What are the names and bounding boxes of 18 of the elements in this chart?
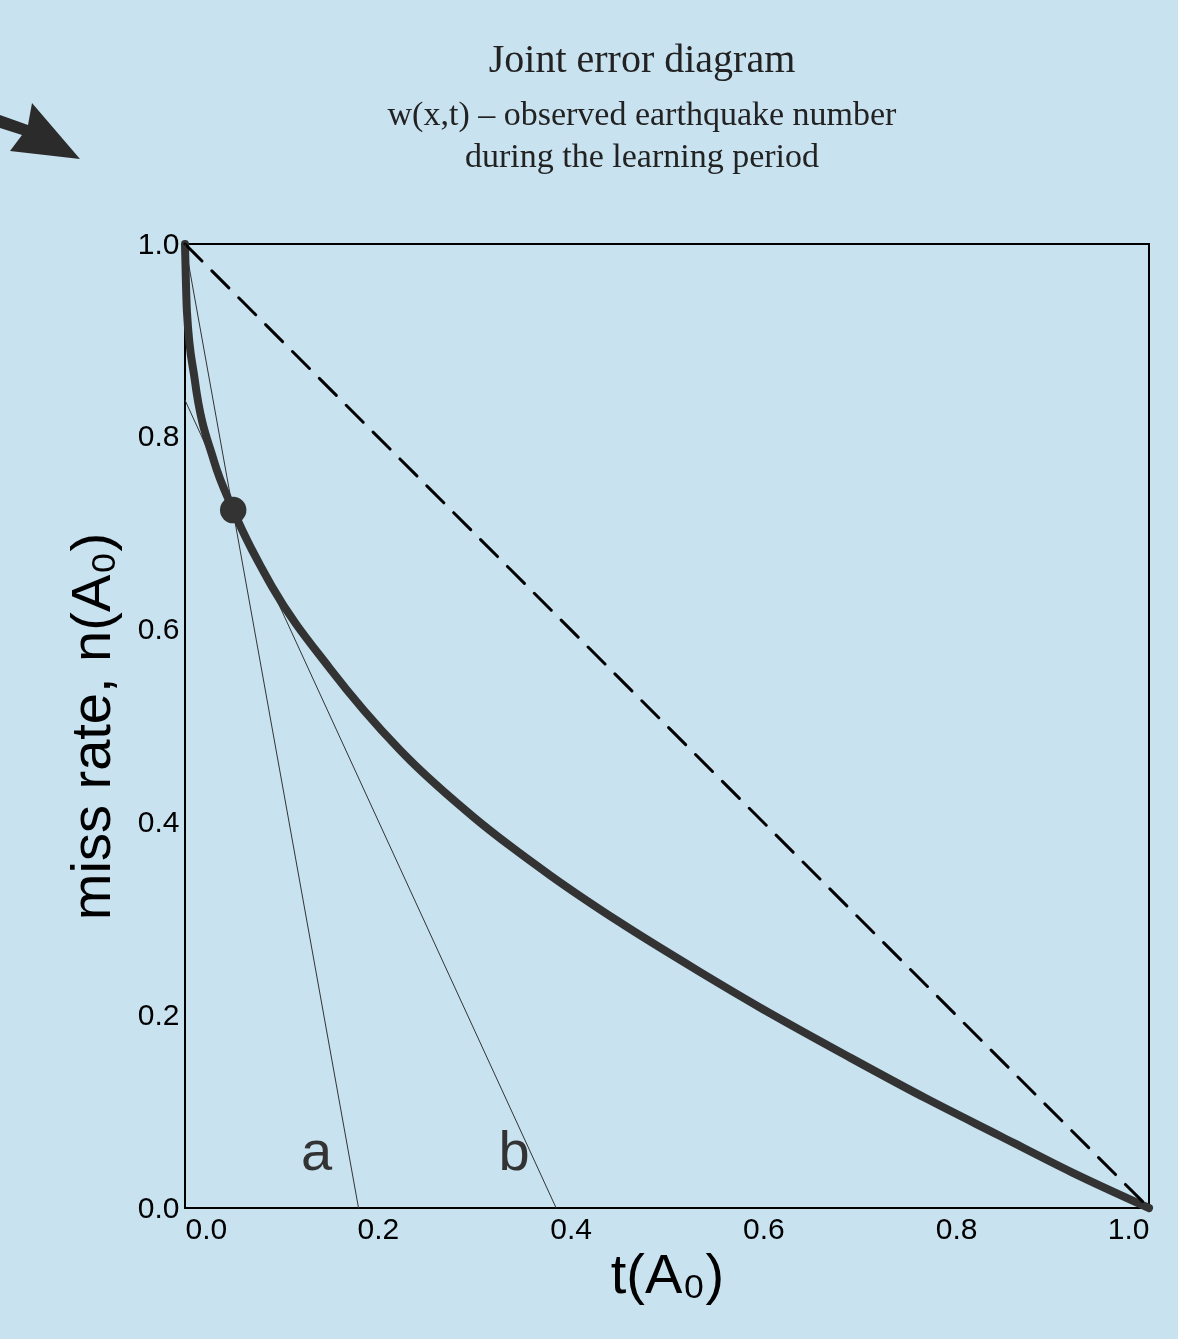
chart-subtitle: w(x,t) – observed earthquake number during the learning period	[387, 95, 898, 174]
x-axis-title: t(A₀)	[610, 1241, 725, 1305]
series-label: a	[300, 1119, 333, 1182]
y-tick-label: 1.0	[137, 226, 180, 260]
x-tick-label: 0.6	[743, 1211, 785, 1245]
x-tick-label: 0.2	[357, 1211, 400, 1245]
x-tick-label: 0.0	[185, 1211, 228, 1245]
x-tick-label: 1.0	[1107, 1211, 1150, 1245]
y-axis-title: miss rate, n(A₀)	[58, 532, 122, 921]
y-tick-label: 0.4	[137, 804, 180, 838]
x-tick-label: 0.8	[935, 1211, 978, 1245]
y-tick-label: 0.2	[137, 997, 180, 1031]
y-tick-label: 0.6	[137, 612, 180, 646]
y-tick-label: 0.8	[137, 419, 180, 453]
y-tick-label: 0.0	[137, 1190, 180, 1224]
x-tick-label: 0.4	[550, 1211, 592, 1245]
series-label: b	[498, 1119, 530, 1182]
chart-title: Joint error diagram	[488, 36, 796, 81]
